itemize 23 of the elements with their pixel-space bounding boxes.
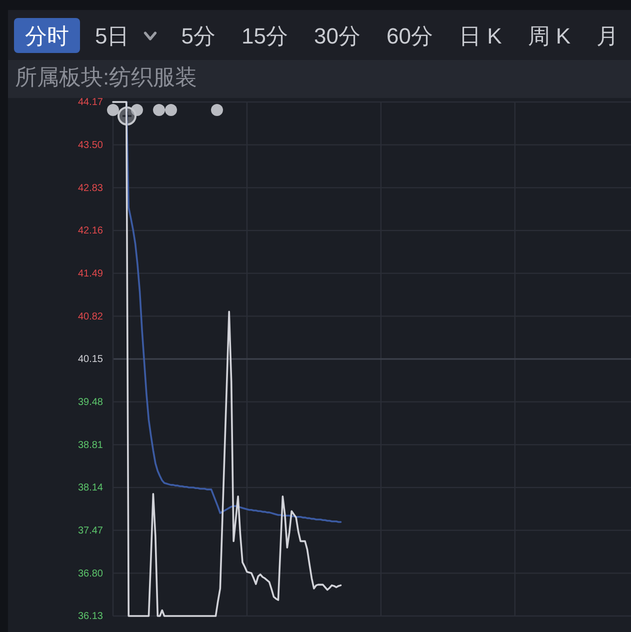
text: 60分 bbox=[386, 24, 433, 48]
text: 月 bbox=[596, 24, 619, 48]
chart-title: 所属板块:纺织服装 bbox=[15, 64, 198, 90]
y-tick-label: 38.81 bbox=[78, 440, 104, 451]
text: 周 K bbox=[528, 24, 571, 48]
y-tick-label: 36.13 bbox=[78, 611, 104, 622]
y-tick-label: 37.47 bbox=[78, 526, 104, 537]
y-tick-label: 41.49 bbox=[78, 268, 104, 280]
text: 15分 bbox=[242, 24, 288, 48]
text: 分时 bbox=[25, 24, 69, 48]
y-tick-label: 40.82 bbox=[78, 311, 104, 322]
text: 5分 bbox=[181, 24, 216, 48]
y-tick-label: 43.50 bbox=[78, 140, 104, 152]
y-tick-label: 42.16 bbox=[78, 226, 104, 237]
text: 5日 bbox=[95, 24, 130, 48]
y-tick-label: 38.14 bbox=[78, 482, 104, 494]
y-tick-label: 44.17 bbox=[78, 97, 104, 108]
y-tick-label: 40.15 bbox=[78, 354, 104, 366]
y-tick-label: 39.48 bbox=[78, 397, 104, 408]
text: 日 K bbox=[458, 24, 502, 48]
text: 30分 bbox=[314, 24, 360, 48]
y-tick-label: 42.83 bbox=[78, 182, 104, 194]
y-tick-label: 36.80 bbox=[78, 568, 104, 580]
